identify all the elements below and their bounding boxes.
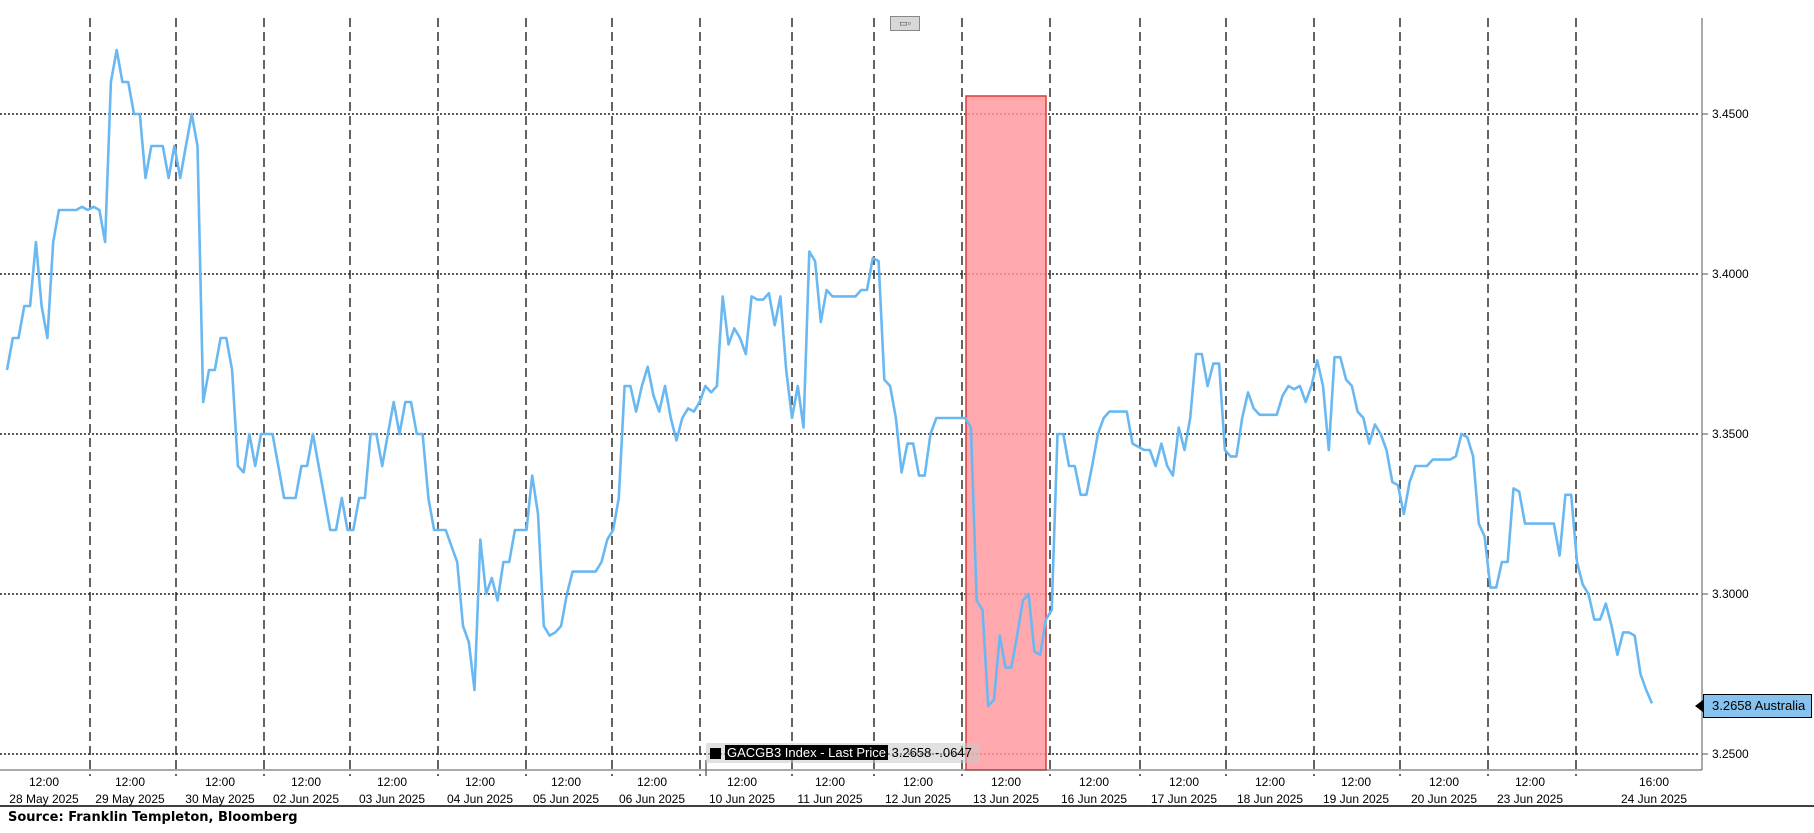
legend: GACGB3 Index - Last Price 3.2658 -.0647 [706,743,980,763]
x-tick-time-label: 12:00 [637,775,667,789]
x-tick-time-label: 12:00 [991,775,1021,789]
x-tick-time-label: 12:00 [1255,775,1285,789]
x-tick-date-label: 17 Jun 2025 [1151,792,1217,806]
x-tick-date-label: 11 Jun 2025 [797,792,862,806]
x-tick-time-label: 12:00 [1341,775,1371,789]
x-tick-time-label: 12:00 [815,775,845,789]
x-tick-date-label: 18 Jun 2025 [1237,792,1303,806]
source-label: Source: Franklin Templeton, Bloomberg [8,810,298,825]
x-tick-time-label: 12:00 [551,775,581,789]
x-tick-date-label: 20 Jun 2025 [1411,792,1477,806]
x-tick-date-label: 10 Jun 2025 [709,792,775,806]
x-tick-time-label: 12:00 [1515,775,1545,789]
x-tick-date-label: 24 Jun 2025 [1621,792,1687,806]
x-axis-tick-labels: 12:00 28 May 2025 12:00 29 May 2025 12:00 30 … [9,775,1687,806]
x-tick-time-label: 12:00 [1169,775,1199,789]
x-tick-date-label: 19 Jun 2025 [1323,792,1389,806]
y-tick-label: 3.3500 [1712,427,1749,441]
y-tick-label: 3.4500 [1712,107,1749,121]
x-tick-date-label: 23 Jun 2025 [1497,792,1563,806]
legend-value: 3.2658 [891,745,932,760]
horizontal-gridlines [0,113,1700,755]
x-tick-time-label: 12:00 [205,775,235,789]
x-tick-time-label: 12:00 [115,775,145,789]
y-tick-label: 3.2500 [1712,747,1749,761]
x-tick-time-label: 12:00 [291,775,321,789]
series-line-last-price [5,48,1654,708]
x-tick-time-label: 12:00 [727,775,757,789]
x-tick-date-label: 05 Jun 2025 [533,792,599,806]
x-tick-time-label: 12:00 [465,775,495,789]
x-tick-date-label: 16 Jun 2025 [1061,792,1127,806]
x-tick-time-label: 12:00 [1429,775,1459,789]
x-tick-date-label: 04 Jun 2025 [447,792,513,806]
y-tick-label: 3.4000 [1712,267,1749,281]
x-tick-date-label: 06 Jun 2025 [619,792,685,806]
x-tick-date-label: 12 Jun 2025 [885,792,951,806]
x-tick-date-label: 30 May 2025 [185,792,255,806]
x-tick-time-label: 12:00 [903,775,933,789]
x-tick-time-label: 12:00 [1079,775,1109,789]
legend-swatch-icon [710,748,721,760]
legend-change: -.0647 [934,745,972,760]
x-tick-date-label: 13 Jun 2025 [973,792,1039,806]
y-tick-label: 3.3000 [1712,587,1749,601]
last-value-badge: 3.2658 Australia [1694,694,1813,718]
x-tick-time-label: 12:00 [377,775,407,789]
x-tick-date-label: 03 Jun 2025 [359,792,425,806]
x-tick-date-label: 29 May 2025 [95,792,165,806]
x-tick-time-label: 12:00 [29,775,59,789]
highlight-session-box [965,95,1047,771]
x-tick-date-label: 28 May 2025 [9,792,79,806]
series-line-group [5,48,1654,708]
chart-menu-icon[interactable]: ▭▫ [890,16,920,31]
x-tick-date-label: 02 Jun 2025 [273,792,339,806]
legend-series-name: GACGB3 Index - Last Price [725,745,888,760]
y-axis-tick-labels: 3.2500 3.3000 3.3500 3.4000 3.4500 [1702,107,1749,761]
vertical-gridlines [89,18,1577,776]
x-tick-time-label: 16:00 [1639,775,1669,789]
